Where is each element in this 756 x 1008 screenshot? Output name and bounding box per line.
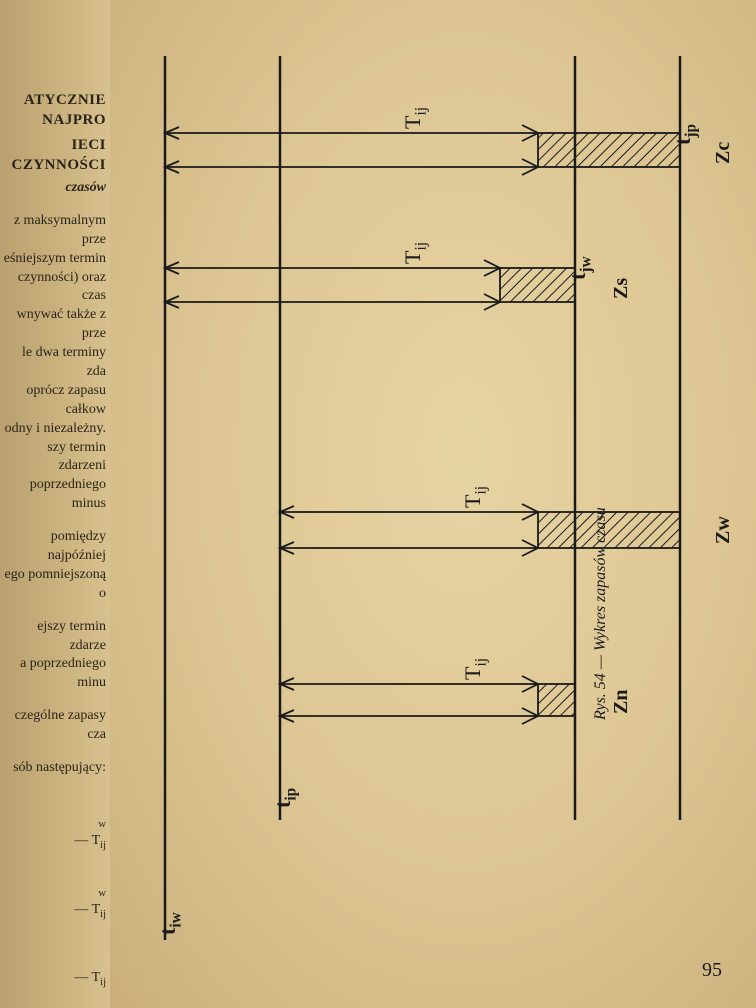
gutter-text: ATYCZNIE NAJPRO IECI CZYNNOŚCI czasów z …: [0, 0, 110, 1008]
prev-page-para-1: z maksymalnym prze eśniejszym termin czy…: [0, 212, 106, 514]
axis-label-tjp: tjp: [670, 124, 700, 145]
prev-page-para-5: sób następujący:: [0, 759, 106, 778]
arrow-label-tij: Tij: [400, 107, 430, 129]
arrow-label-tij: Tij: [460, 486, 490, 508]
time-reserve-diagram: [110, 0, 756, 1008]
page-number: 95: [702, 959, 722, 982]
prev-page-heading-1: ATYCZNIE NAJPRO: [0, 90, 106, 131]
formula-3: — Tij: [0, 930, 106, 991]
prev-page-para-4: czególne zapasy cza: [0, 707, 106, 745]
reserve-label-zs: Zs: [610, 278, 633, 299]
axis-label-tjw: tjw: [565, 256, 595, 280]
prev-page-subhead: czasów: [0, 179, 106, 198]
reserve-label-zc: Zc: [712, 142, 735, 164]
prev-page-para-2: pomiędzy najpóźniej ego pomniejszoną o: [0, 528, 106, 604]
axis-label-tip: tip: [270, 788, 300, 808]
formula-4: AP — Tij: [0, 998, 106, 1008]
arrow-label-tij: Tij: [460, 658, 490, 680]
reserve-label-zn: Zn: [610, 690, 633, 714]
figure-area: tiw tip tjw tjp Rys. 54 — Wykres zapasów…: [110, 0, 756, 1008]
arrow-label-tij: Tij: [400, 242, 430, 264]
formula-1: w — Tij: [0, 792, 106, 853]
reserve-label-zw: Zw: [712, 516, 735, 544]
axis-label-tiw: tiw: [155, 912, 185, 935]
prev-page-para-3: ejszy termin zdarze a poprzedniego minu: [0, 618, 106, 694]
figure-caption: Rys. 54 — Wykres zapasów czasu: [592, 507, 610, 720]
prev-page-heading-2: IECI CZYNNOŚCI: [0, 135, 106, 176]
page-root: ATYCZNIE NAJPRO IECI CZYNNOŚCI czasów z …: [0, 0, 756, 1008]
formula-2: w — Tij: [0, 861, 106, 922]
